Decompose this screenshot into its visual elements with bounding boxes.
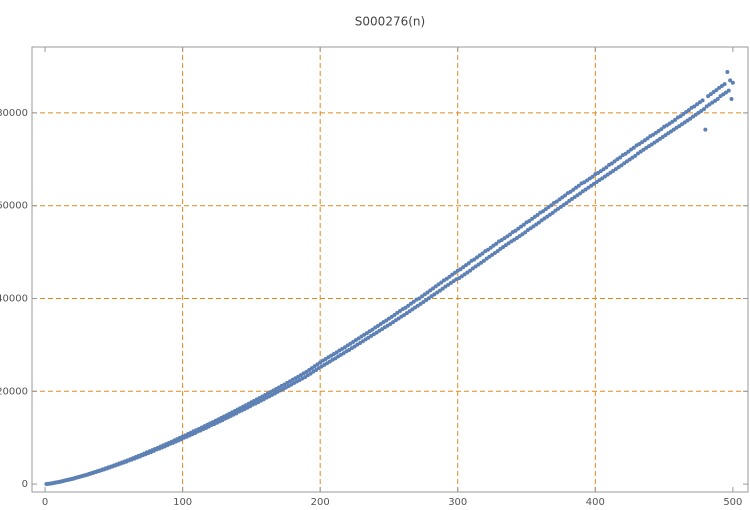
point	[618, 155, 623, 160]
point	[447, 274, 452, 279]
point	[430, 286, 435, 291]
point	[631, 145, 636, 150]
point	[729, 96, 734, 101]
point	[701, 107, 706, 112]
point	[726, 88, 731, 93]
point	[516, 226, 521, 231]
point	[508, 232, 513, 237]
point	[554, 199, 559, 204]
point	[725, 70, 730, 75]
point	[728, 78, 733, 83]
point	[536, 220, 541, 225]
point	[568, 189, 573, 194]
point	[495, 249, 500, 254]
x-tick-label: 500	[723, 497, 742, 508]
point	[370, 327, 375, 332]
point	[392, 312, 397, 317]
point	[688, 116, 693, 121]
point	[604, 165, 609, 170]
point	[440, 286, 445, 291]
point	[623, 151, 628, 156]
point	[700, 98, 705, 103]
point	[549, 203, 554, 208]
point	[543, 207, 548, 212]
point	[523, 230, 528, 235]
point	[692, 104, 697, 109]
point	[619, 163, 624, 168]
point	[425, 290, 430, 295]
x-tick-label: 200	[311, 497, 330, 508]
point	[722, 82, 727, 87]
point	[461, 265, 466, 270]
point	[626, 149, 631, 154]
point	[481, 258, 486, 263]
chart-title: S000276(n)	[355, 15, 425, 29]
point	[513, 228, 518, 233]
point	[452, 270, 457, 275]
point	[411, 299, 416, 304]
point	[488, 245, 493, 250]
point	[578, 191, 583, 196]
point	[557, 197, 562, 202]
point	[686, 108, 691, 113]
point	[678, 114, 683, 119]
x-tick-label: 400	[586, 497, 605, 508]
point	[590, 174, 595, 179]
y-tick-label: 20000	[0, 386, 28, 397]
point	[472, 257, 477, 262]
point	[419, 294, 424, 299]
point	[612, 159, 617, 164]
x-tick-label: 0	[42, 497, 48, 508]
point	[530, 216, 535, 221]
point	[681, 112, 686, 117]
point	[714, 88, 719, 93]
point	[703, 127, 708, 132]
point	[433, 284, 438, 289]
point	[571, 187, 576, 192]
point	[633, 153, 638, 158]
point	[458, 267, 463, 272]
point	[444, 276, 449, 281]
point	[564, 201, 569, 206]
point	[715, 96, 720, 101]
point	[439, 280, 444, 285]
point	[475, 255, 480, 260]
point	[708, 92, 713, 97]
y-tick-label: 0	[22, 479, 28, 490]
point	[706, 94, 711, 99]
point	[468, 268, 473, 273]
point	[406, 303, 411, 308]
y-tick-label: 40000	[0, 294, 28, 305]
plot-frame	[31, 46, 749, 493]
point	[563, 193, 568, 198]
point	[403, 305, 408, 310]
y-tick-label: 80000	[0, 108, 28, 119]
y-tick-label: 60000	[0, 201, 28, 212]
point	[609, 161, 614, 166]
point	[730, 80, 735, 85]
point	[673, 117, 678, 122]
point	[494, 241, 499, 246]
point	[645, 136, 650, 141]
point	[308, 371, 313, 376]
point	[486, 247, 491, 252]
point	[659, 127, 664, 132]
point	[576, 183, 581, 188]
point	[527, 219, 532, 224]
point	[535, 212, 540, 217]
x-tick-label: 100	[173, 497, 192, 508]
point	[550, 210, 555, 215]
point	[480, 251, 485, 256]
point	[541, 209, 546, 214]
point	[417, 296, 422, 301]
point	[426, 296, 431, 301]
point	[466, 261, 471, 266]
x-tick-label: 300	[448, 497, 467, 508]
point	[521, 222, 526, 227]
point	[695, 102, 700, 107]
